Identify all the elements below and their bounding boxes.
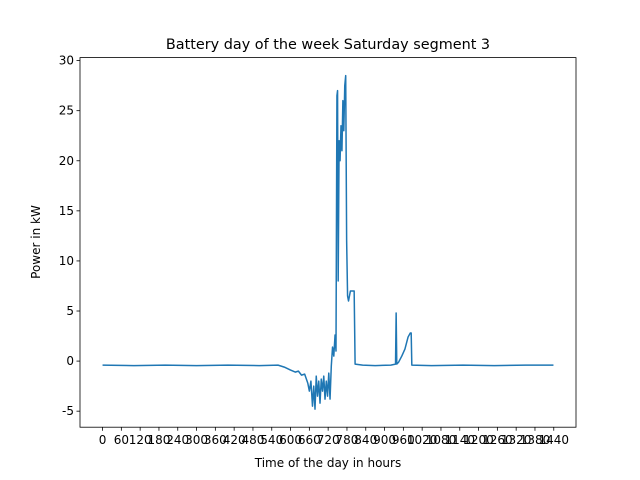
x-tick-label: 540: [260, 433, 283, 447]
chart-title: Battery day of the week Saturday segment…: [166, 37, 490, 53]
y-tick-label: 0: [66, 354, 74, 368]
x-tick-label: 180: [147, 433, 170, 447]
y-tick-label: 20: [59, 154, 74, 168]
x-tick-label: 420: [223, 433, 246, 447]
x-tick-label: 1140: [444, 433, 475, 447]
y-tick-label: 10: [59, 254, 74, 268]
y-tick-label: 15: [59, 204, 74, 218]
x-tick-label: 1200: [463, 433, 494, 447]
x-tick-label: 360: [204, 433, 227, 447]
y-tick-label: -5: [62, 404, 74, 418]
x-tick-label: 1440: [538, 433, 569, 447]
y-tick-label: 25: [59, 104, 74, 118]
x-tick-label: 840: [354, 433, 377, 447]
x-tick-label: 1320: [501, 433, 532, 447]
x-tick-label: 960: [392, 433, 415, 447]
x-tick-label: 660: [298, 433, 321, 447]
x-tick-label: 480: [241, 433, 264, 447]
y-axis-label: Power in kW: [29, 205, 43, 279]
x-tick-label: 240: [166, 433, 189, 447]
x-tick-label: 600: [279, 433, 302, 447]
x-tick-label: 60: [114, 433, 129, 447]
x-tick-label: 1260: [482, 433, 513, 447]
y-tick-label: 5: [66, 304, 74, 318]
y-tick-label: 30: [59, 54, 74, 68]
line-series: [102, 74, 554, 410]
x-tick-label: 900: [373, 433, 396, 447]
x-tick-label: 720: [317, 433, 340, 447]
x-tick-label: 780: [336, 433, 359, 447]
x-tick-label: 1020: [407, 433, 438, 447]
x-tick-label: 0: [99, 433, 107, 447]
x-tick-label: 300: [185, 433, 208, 447]
x-tick-label: 1380: [520, 433, 551, 447]
x-axis-label: Time of the day in hours: [254, 456, 401, 470]
x-tick-label: 1080: [426, 433, 457, 447]
x-tick-label: 120: [129, 433, 152, 447]
